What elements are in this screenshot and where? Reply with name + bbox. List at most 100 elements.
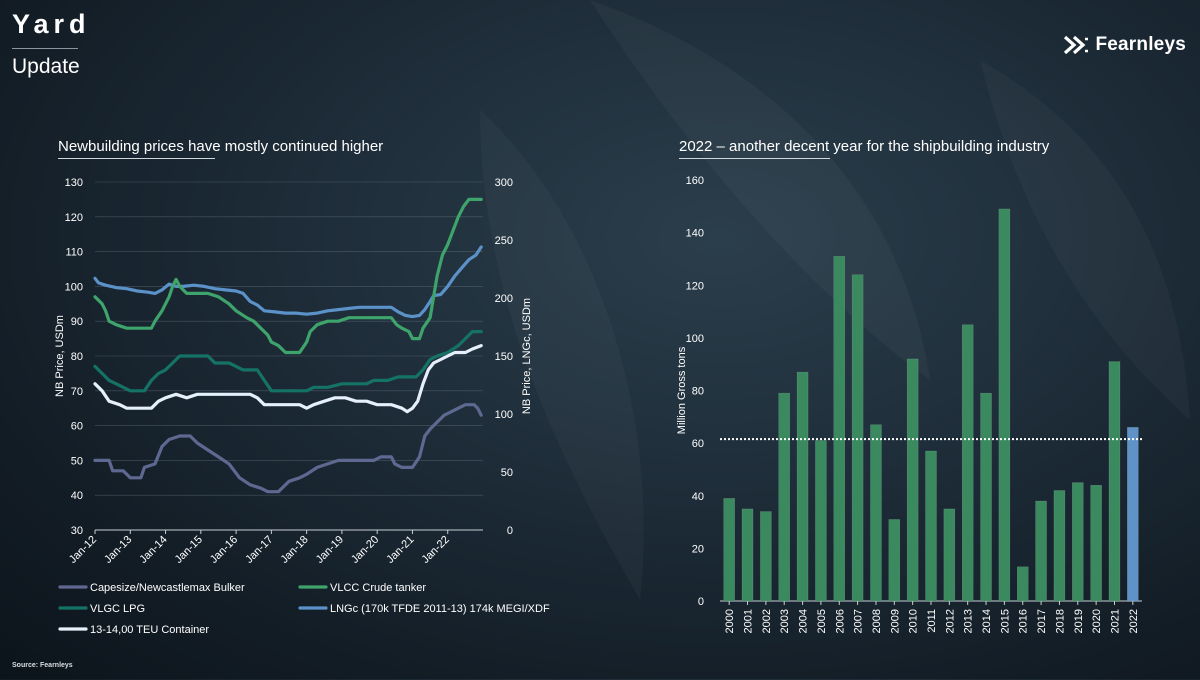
y-tick-label: 100 xyxy=(65,281,83,293)
x-tick-label: Jan-19 xyxy=(314,534,346,566)
y-tick-label: 0 xyxy=(698,596,704,608)
series-line-capesize xyxy=(93,403,483,494)
x-tick-label: Jan-20 xyxy=(349,534,381,566)
x-tick-label: 2022 xyxy=(1128,609,1140,633)
y-axis-label: Million Gross tons xyxy=(676,346,688,434)
bar-2022 xyxy=(1127,427,1139,602)
y-tick-label: 30 xyxy=(71,525,83,537)
bar-2011 xyxy=(925,450,937,602)
x-tick-label: 2001 xyxy=(743,609,755,633)
x-tick-label: Jan-22 xyxy=(420,534,452,566)
bar-2012 xyxy=(943,508,956,602)
bar-2004 xyxy=(796,371,809,602)
bar-2001 xyxy=(741,508,754,602)
x-tick-label: Jan-17 xyxy=(243,534,275,566)
bar-2002 xyxy=(760,511,772,602)
y-tick-label: 50 xyxy=(71,455,83,467)
x-tick-label: 2019 xyxy=(1073,609,1085,633)
bar-chart-title: 2022 – another decent year for the shipb… xyxy=(679,138,1050,155)
legend-label-vlcc: VLCC Crude tanker xyxy=(330,582,426,594)
series-line-container xyxy=(93,344,483,414)
y-tick-label: 20 xyxy=(692,543,704,555)
x-tick-label: 2020 xyxy=(1091,609,1103,633)
bar-2020 xyxy=(1090,484,1102,602)
y-tick-label: 90 xyxy=(71,316,83,328)
x-tick-label: Jan-13 xyxy=(102,534,134,566)
x-tick-label: Jan-16 xyxy=(208,534,240,566)
x-tick-label: 2000 xyxy=(724,609,736,633)
legend-label-capesize: Capesize/Newcastlemax Bulker xyxy=(90,582,245,594)
y-tick-label: 100 xyxy=(686,333,704,345)
x-tick-label: Jan-14 xyxy=(137,534,169,566)
x-tick-label: 2011 xyxy=(926,609,938,633)
y-tick-label: 130 xyxy=(65,177,83,189)
bar-2018 xyxy=(1053,490,1066,602)
y-tick-label: 120 xyxy=(686,280,704,292)
x-tick-label: 2015 xyxy=(999,609,1011,633)
x-tick-label: 2002 xyxy=(761,609,773,633)
y2-tick-label: 250 xyxy=(495,235,513,247)
bar-2013 xyxy=(961,324,974,602)
y-tick-label: 80 xyxy=(692,386,704,398)
header-title: Yard xyxy=(12,9,91,39)
x-tick-label: 2008 xyxy=(871,609,883,633)
bar-2021 xyxy=(1108,361,1121,602)
y-tick-label: 60 xyxy=(71,421,83,433)
y-tick-label: 60 xyxy=(692,438,704,450)
series-line-vlcc xyxy=(93,197,483,355)
header-subtitle: Update xyxy=(12,55,80,78)
bar-chart-title-underline xyxy=(679,158,830,159)
y-tick-label: 70 xyxy=(71,386,83,398)
x-tick-label: 2007 xyxy=(853,609,865,633)
line-chart: 30 40 50 60 70 80 90 100 110 120 130 0 50 100 150 200 25… xyxy=(54,177,550,636)
header: Yard Update xyxy=(12,8,91,79)
legend-label-container: 13-14,00 TEU Container xyxy=(90,624,209,636)
y2-tick-label: 150 xyxy=(495,351,513,363)
y-tick-label: 80 xyxy=(71,351,83,363)
bar-2005 xyxy=(815,440,827,602)
bar-2003 xyxy=(778,392,790,602)
y2-tick-label: 200 xyxy=(495,293,513,305)
y2-tick-label: 100 xyxy=(495,409,513,421)
bar-2019 xyxy=(1072,482,1084,602)
bar-2006 xyxy=(833,256,846,602)
bar-2008 xyxy=(870,424,882,602)
logo-text: Fearnleys xyxy=(1095,34,1186,55)
bar-2000 xyxy=(723,498,735,602)
bar-chart: 0 20 40 60 80 100 120 140 160 Million Gross tons 2… xyxy=(676,175,1142,633)
fearnleys-logo: Fearnleys xyxy=(1063,34,1186,56)
bar-2017 xyxy=(1035,500,1047,602)
bar-2007 xyxy=(851,274,864,602)
x-tick-label: Jan-21 xyxy=(384,534,416,566)
x-tick-label: 2009 xyxy=(889,609,901,633)
x-tick-label: 2005 xyxy=(816,609,828,633)
bar-2016 xyxy=(1016,566,1029,602)
line-chart-title-underline xyxy=(58,158,215,159)
y-tick-label: 160 xyxy=(686,175,704,187)
line-chart-title: Newbuilding prices have mostly continued… xyxy=(58,138,384,155)
x-tick-label: 2018 xyxy=(1054,609,1066,633)
legend-label-vlgc: VLGC LPG xyxy=(90,603,145,615)
x-tick-label: 2014 xyxy=(981,609,993,633)
y2-axis-label: NB Price, LNGc, USDm xyxy=(521,298,533,414)
bar-2015 xyxy=(998,208,1011,602)
y-tick-label: 40 xyxy=(692,491,704,503)
y2-tick-label: 50 xyxy=(501,467,513,479)
x-tick-label: 2010 xyxy=(908,609,920,633)
legend-label-lngc: LNGc (170k TFDE 2011-13) 174k MEGI/XDF xyxy=(330,603,550,615)
x-tick-label: Jan-18 xyxy=(278,534,310,566)
x-tick-label: 2004 xyxy=(798,609,810,633)
x-tick-label: 2016 xyxy=(1018,609,1030,633)
series-line-vlgc xyxy=(93,330,483,393)
y-tick-label: 140 xyxy=(686,228,704,240)
x-tick-label: 2006 xyxy=(834,609,846,633)
series-line-lngc xyxy=(93,245,483,319)
bar-2010 xyxy=(906,358,919,602)
y-axis-label: NB Price, USDm xyxy=(54,315,66,397)
x-tick-label: Jan-12 xyxy=(67,534,99,566)
header-divider xyxy=(12,48,78,49)
fearnleys-logo-icon xyxy=(1064,36,1089,54)
x-tick-label: 2021 xyxy=(1109,609,1121,633)
source-note: Source: Fearnleys xyxy=(12,662,73,669)
x-tick-label: 2017 xyxy=(1036,609,1048,633)
